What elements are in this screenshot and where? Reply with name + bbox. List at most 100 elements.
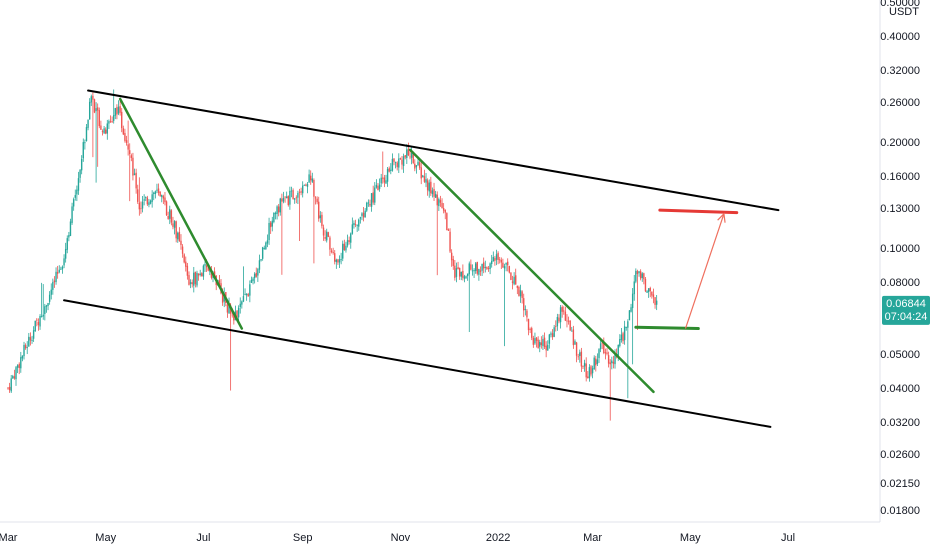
candle-body — [623, 326, 626, 341]
candle-body — [555, 326, 557, 328]
candle-body — [588, 367, 591, 379]
candle-body — [482, 262, 485, 269]
candle-body — [36, 319, 38, 321]
candle-body — [410, 152, 413, 158]
candle-body — [26, 347, 28, 348]
candle-body — [202, 265, 205, 277]
candle-body — [306, 183, 309, 187]
candle-body — [111, 121, 113, 123]
candle-body — [579, 352, 581, 356]
candle-body — [145, 197, 147, 198]
candle-body — [39, 315, 41, 327]
candle-body — [398, 158, 400, 168]
candle-body — [103, 128, 105, 134]
candle-body — [622, 333, 624, 342]
time-tick-label: Mar — [0, 532, 18, 544]
candle-body — [326, 231, 328, 241]
candle-body — [140, 208, 142, 210]
candle-body — [101, 131, 104, 133]
candle-body — [260, 259, 262, 261]
candle-body — [113, 115, 115, 121]
projection-arrow[interactable] — [684, 213, 725, 329]
candle-body — [71, 206, 73, 223]
candle-body — [100, 125, 102, 130]
candle-body — [193, 272, 195, 286]
candle-body — [263, 247, 265, 249]
descending-trendline-1[interactable] — [118, 97, 244, 330]
candle-body — [644, 278, 647, 292]
candle-body — [255, 272, 257, 277]
candle-body — [460, 271, 462, 277]
candle-body — [181, 246, 184, 254]
candle-body — [431, 190, 434, 195]
candle-body — [178, 231, 181, 242]
candle-body — [249, 284, 251, 296]
candle-body — [561, 306, 563, 312]
target-level-line[interactable] — [658, 208, 739, 215]
candle-body — [141, 201, 144, 209]
support-level-line[interactable] — [634, 325, 700, 331]
candle-body — [575, 342, 578, 356]
channel-upper-line[interactable] — [87, 89, 780, 212]
candle-body — [52, 282, 54, 290]
candle-body — [95, 108, 97, 112]
candle-body — [345, 245, 347, 251]
candle-body — [77, 178, 80, 191]
candle-body — [388, 168, 390, 172]
candle-body — [311, 178, 314, 182]
candle-body — [535, 337, 538, 341]
candle-body — [12, 376, 14, 379]
time-tick-label: 2022 — [486, 532, 510, 544]
candle-body — [170, 210, 173, 223]
candle-body — [631, 293, 634, 309]
candle-body — [298, 191, 301, 193]
candle-body — [442, 208, 445, 211]
candle-body — [551, 333, 554, 338]
candle-body — [327, 232, 330, 237]
candle-body — [135, 172, 137, 189]
candle-body — [542, 339, 544, 346]
candle-body — [539, 341, 541, 347]
candle-body — [161, 194, 163, 197]
candle-body — [138, 202, 141, 210]
candle-body — [643, 273, 645, 280]
candle-body — [500, 259, 503, 263]
candle-body — [50, 289, 52, 295]
candle-body — [290, 190, 293, 192]
candle-body — [207, 267, 209, 271]
candle-body — [45, 305, 48, 307]
candle-body — [85, 127, 88, 142]
candle-body — [515, 275, 517, 285]
candle-body — [473, 269, 475, 272]
candle-body — [553, 327, 555, 337]
candle-body — [457, 267, 459, 270]
candle-body — [84, 142, 86, 144]
time-axis[interactable]: Mar May Jul Sep Nov 2022 Mar May Jul — [0, 532, 795, 544]
candle-body — [393, 158, 395, 162]
candle-body — [340, 259, 342, 260]
candle-body — [34, 320, 36, 331]
candle-body — [543, 337, 546, 347]
candle-body — [162, 196, 165, 199]
candle-body — [510, 272, 512, 280]
price-axis[interactable]: 0.50000 0.40000 0.32000 0.26000 0.20000 0.160… — [880, 0, 920, 517]
candle-body — [595, 358, 597, 366]
candle-body — [90, 96, 92, 103]
candle-body — [478, 268, 480, 275]
time-tick-label: May — [95, 532, 116, 544]
candle-body — [652, 294, 655, 298]
candle-body — [151, 194, 153, 202]
candle-body — [559, 307, 562, 323]
candle-body — [194, 271, 197, 285]
descending-trendline-2[interactable] — [408, 148, 655, 394]
candle-body — [386, 169, 389, 182]
channel-lower-line[interactable] — [63, 299, 772, 428]
candle-body — [378, 184, 381, 189]
candle-body — [218, 280, 221, 285]
candle-body — [454, 265, 456, 278]
candle-body — [497, 252, 499, 260]
candle-body — [310, 175, 312, 181]
candle-body — [617, 344, 619, 358]
candle-body — [277, 206, 280, 213]
